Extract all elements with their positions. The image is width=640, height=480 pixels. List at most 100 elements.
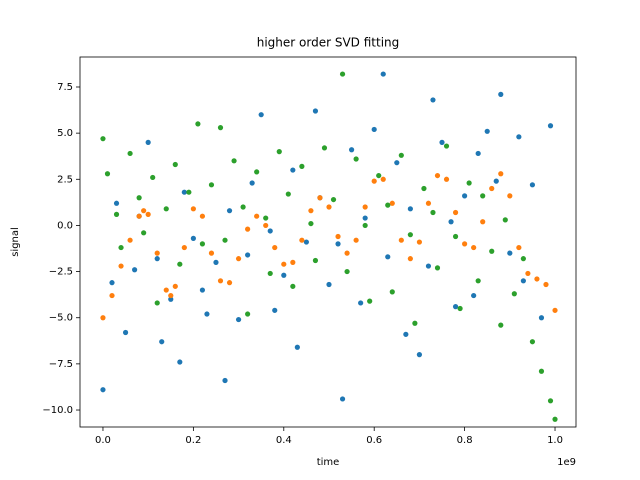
point bbox=[358, 300, 364, 306]
point bbox=[109, 292, 115, 299]
point bbox=[475, 278, 481, 284]
point bbox=[118, 263, 124, 269]
point bbox=[132, 267, 138, 273]
point bbox=[213, 259, 219, 265]
point bbox=[344, 268, 350, 275]
y-tick-label: −7.5 bbox=[49, 359, 73, 370]
point bbox=[267, 228, 273, 234]
point bbox=[159, 339, 165, 345]
point bbox=[538, 368, 545, 374]
point bbox=[263, 215, 269, 221]
point bbox=[398, 152, 404, 158]
point bbox=[348, 147, 355, 153]
point bbox=[312, 108, 319, 114]
point bbox=[100, 315, 106, 321]
point bbox=[552, 307, 558, 313]
point bbox=[276, 148, 282, 155]
point bbox=[344, 250, 350, 256]
point bbox=[217, 278, 224, 284]
point bbox=[326, 204, 332, 210]
point bbox=[389, 200, 395, 206]
point bbox=[145, 211, 151, 217]
point bbox=[407, 256, 413, 262]
point bbox=[141, 208, 147, 214]
point bbox=[489, 185, 495, 192]
point bbox=[303, 239, 309, 245]
point bbox=[547, 123, 554, 129]
point bbox=[299, 163, 305, 169]
point bbox=[335, 233, 341, 240]
x-tick-label: 0.6 bbox=[366, 435, 382, 446]
point bbox=[113, 211, 120, 217]
point bbox=[407, 206, 413, 212]
point bbox=[254, 213, 260, 219]
point bbox=[385, 202, 391, 208]
point bbox=[376, 172, 382, 179]
point bbox=[235, 316, 242, 323]
point bbox=[452, 209, 459, 216]
point bbox=[520, 256, 526, 262]
point bbox=[326, 281, 332, 288]
point bbox=[466, 180, 472, 186]
point bbox=[100, 387, 106, 393]
point bbox=[199, 241, 206, 247]
point bbox=[181, 244, 187, 251]
point bbox=[529, 339, 536, 345]
point bbox=[163, 206, 169, 212]
point bbox=[448, 219, 454, 225]
point bbox=[217, 125, 224, 131]
point bbox=[425, 200, 432, 206]
point bbox=[353, 156, 359, 162]
point bbox=[321, 145, 328, 151]
point bbox=[136, 195, 142, 201]
point bbox=[547, 398, 554, 404]
point bbox=[172, 161, 178, 168]
point bbox=[177, 261, 183, 267]
point bbox=[543, 281, 549, 288]
point bbox=[226, 280, 233, 286]
point bbox=[199, 213, 206, 219]
x-axis-label: time bbox=[317, 457, 340, 468]
point bbox=[353, 237, 359, 243]
point bbox=[249, 180, 255, 186]
point bbox=[398, 237, 404, 243]
point bbox=[272, 244, 278, 251]
point bbox=[475, 150, 481, 157]
point bbox=[498, 322, 504, 328]
point bbox=[538, 315, 545, 321]
point bbox=[240, 204, 246, 210]
point bbox=[362, 215, 368, 221]
point bbox=[136, 213, 142, 219]
point bbox=[511, 291, 517, 297]
point bbox=[452, 233, 459, 240]
point bbox=[195, 121, 201, 127]
point bbox=[290, 259, 296, 265]
y-tick-label: −5.0 bbox=[49, 313, 73, 324]
x-tick-label: 0.2 bbox=[185, 435, 201, 446]
point bbox=[118, 244, 124, 251]
point bbox=[516, 134, 522, 140]
point bbox=[154, 300, 160, 306]
point bbox=[380, 176, 386, 182]
point bbox=[222, 377, 228, 384]
point bbox=[452, 304, 459, 310]
point bbox=[290, 283, 296, 289]
point bbox=[498, 171, 504, 177]
point bbox=[529, 182, 536, 188]
point bbox=[199, 287, 206, 293]
point bbox=[267, 270, 273, 277]
point bbox=[281, 272, 287, 278]
point bbox=[462, 241, 468, 247]
point bbox=[127, 237, 133, 243]
point bbox=[520, 278, 526, 284]
point bbox=[226, 208, 233, 214]
point bbox=[434, 265, 441, 271]
point bbox=[516, 244, 522, 251]
point bbox=[430, 97, 436, 103]
point bbox=[412, 320, 418, 326]
y-tick-label: 0.0 bbox=[57, 220, 73, 231]
point bbox=[245, 252, 251, 258]
point bbox=[498, 91, 504, 97]
point bbox=[371, 126, 377, 133]
point bbox=[534, 276, 540, 282]
